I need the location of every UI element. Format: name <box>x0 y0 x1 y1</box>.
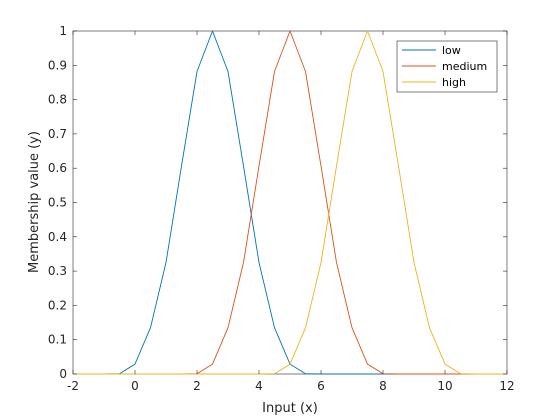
x-tick-label: 4 <box>255 379 263 393</box>
legend-items: low medium high <box>402 44 487 89</box>
x-tick-label: -2 <box>67 379 79 393</box>
series-layer <box>73 30 507 375</box>
y-tick-label: 0 <box>59 367 67 381</box>
x-tick-label: 10 <box>437 379 452 393</box>
y-tick-label: 1 <box>59 24 67 38</box>
x-tick-label: 0 <box>131 379 139 393</box>
y-tick-label: 0.7 <box>48 127 67 141</box>
y-tick-label: 0.9 <box>48 58 67 72</box>
x-tick-label: 8 <box>379 379 387 393</box>
y-axis-ticks: 0 0.1 0.2 0.3 0.4 0.5 0.6 0.7 0.8 0.9 1 <box>48 24 507 381</box>
y-axis-label: Membership value (y) <box>27 131 42 273</box>
legend-label-high: high <box>442 76 466 89</box>
y-tick-label: 0.1 <box>48 333 67 347</box>
series-line-high <box>73 30 507 375</box>
legend-box <box>396 40 498 93</box>
y-tick-label: 0.4 <box>48 230 67 244</box>
legend: low medium high <box>396 40 498 93</box>
y-tick-label: 0.8 <box>48 93 67 107</box>
legend-label-low: low <box>442 44 461 57</box>
y-tick-label: 0.5 <box>48 196 67 210</box>
y-tick-label: 0.6 <box>48 161 67 175</box>
y-tick-label: 0.2 <box>48 298 67 312</box>
x-tick-label: 6 <box>317 379 325 393</box>
x-tick-label: 2 <box>193 379 201 393</box>
x-axis-ticks: -2 0 2 4 6 8 10 12 <box>67 31 515 393</box>
legend-label-medium: medium <box>442 60 487 73</box>
x-tick-label: 12 <box>499 379 514 393</box>
y-tick-label: 0.3 <box>48 264 67 278</box>
x-axis-label: Input (x) <box>262 401 318 416</box>
